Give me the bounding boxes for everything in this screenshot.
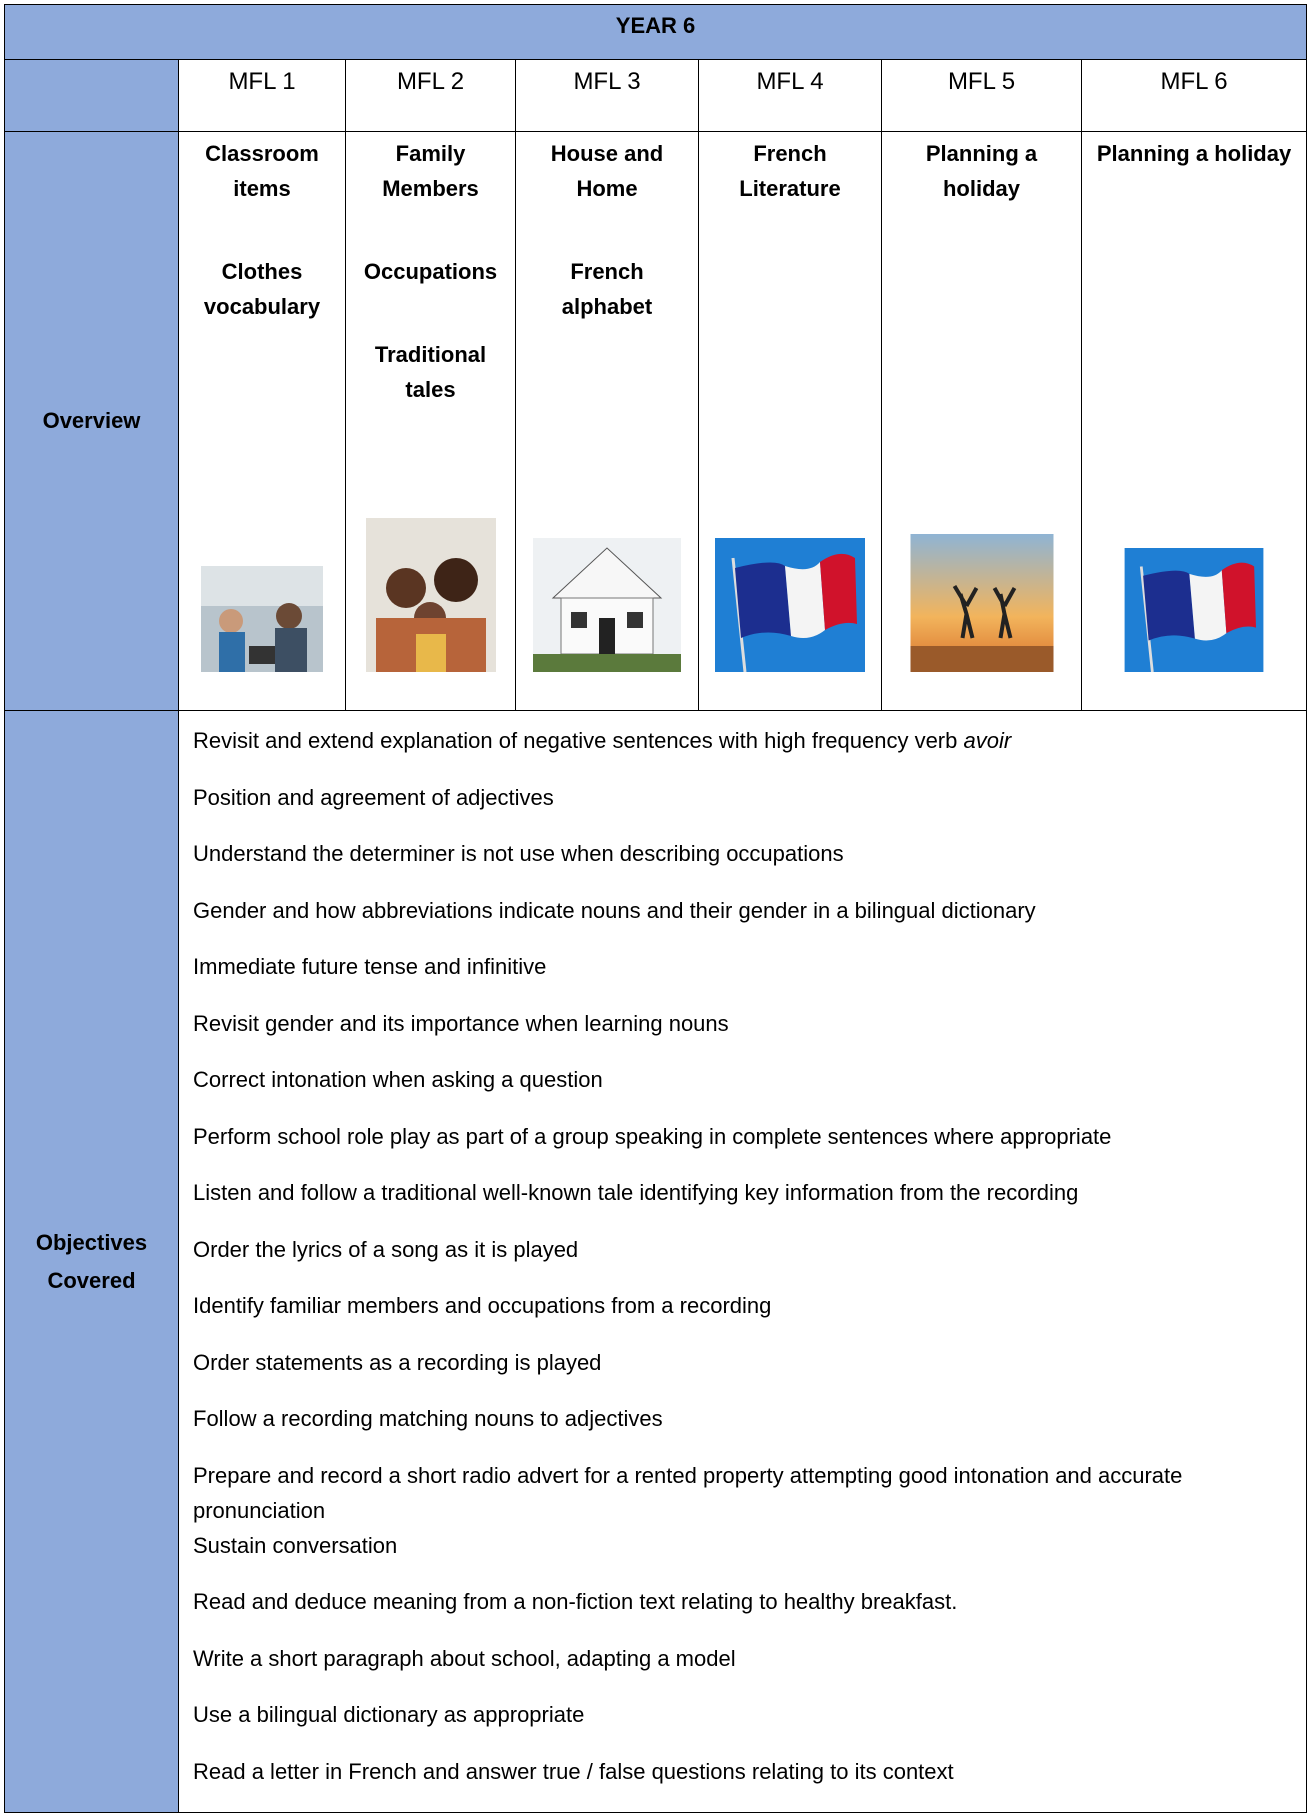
topic: Occupations	[363, 259, 498, 284]
objective: Gender and how abbreviations indicate no…	[193, 893, 1294, 950]
topic: French alphabet	[561, 259, 653, 319]
overview-content: Family Members Occupations Traditional tal…	[346, 132, 515, 710]
objective-text: Sustain conversation	[193, 1532, 398, 1558]
topic: Clothes vocabulary	[203, 259, 321, 319]
topic-image	[533, 538, 681, 678]
objective: Immediate future tense and infinitive	[193, 949, 1294, 1006]
topic: Planning a holiday	[1096, 141, 1292, 166]
objective-text: Revisit gender and its importance when l…	[193, 1010, 729, 1036]
column-header: MFL 3	[515, 59, 699, 132]
column-header: MFL 5	[881, 59, 1082, 132]
column-header: MFL 2	[345, 59, 516, 132]
objective-text: Order the lyrics of a song as it is play…	[193, 1236, 579, 1262]
objective-text: Immediate future tense and infinitive	[193, 954, 547, 979]
topic-image	[910, 534, 1053, 678]
objective: Position and agreement of adjectives	[193, 780, 1294, 837]
objective: Order statements as a recording is playe…	[193, 1345, 1294, 1402]
overview-cell: Classroom items Clothes vocabulary	[178, 131, 346, 711]
objective: Order the lyrics of a song as it is play…	[193, 1232, 1294, 1289]
column-header: MFL 6	[1080, 59, 1308, 132]
overview-cell: Planning a holiday	[1080, 131, 1308, 711]
objective: Write a short paragraph about school, ad…	[193, 1641, 1294, 1698]
objective: Correct intonation when asking a questio…	[193, 1062, 1294, 1119]
row-label: Objectives Covered	[4, 710, 179, 1813]
topic: House and Home	[550, 141, 664, 201]
objective-text: Identify familiar members and occupation…	[193, 1293, 772, 1318]
topic: Classroom items	[205, 141, 319, 201]
overview-cell: Family Members Occupations Traditional tal…	[345, 131, 516, 711]
topic-image	[1115, 548, 1273, 678]
objective-text: Use a bilingual dictionary as appropriat…	[193, 1702, 585, 1727]
objective: Follow a recording matching nouns to adj…	[193, 1401, 1294, 1458]
objective: Read a letter in French and answer true …	[193, 1754, 1294, 1811]
topic: Family Members	[382, 141, 479, 201]
objective-text: Perform school role play as part of a gr…	[193, 1123, 1112, 1149]
objective-text: Gender and how abbreviations indicate no…	[193, 897, 1036, 923]
curriculum-table: YEAR 6 MFL 1 MFL 2 MFL 3 MFL 4 MFL 5 MFL 6 Ov…	[3, 4, 1308, 1813]
overview-content: House and Home French alphabet	[516, 132, 698, 710]
topic-image	[201, 566, 323, 678]
house-photo	[533, 538, 681, 672]
objective: Read and deduce meaning from a non-ficti…	[193, 1584, 1294, 1641]
objective: Understand the determiner is not use whe…	[193, 836, 1294, 893]
topic: French Literature	[739, 141, 841, 201]
holiday-photo	[910, 534, 1053, 672]
objectives-cell: Revisit and extend explanation of negati…	[177, 710, 1308, 1813]
objective: Perform school role play as part of a gr…	[193, 1119, 1294, 1176]
flag-photo	[1124, 548, 1264, 673]
column-header: MFL 1	[178, 59, 346, 132]
topic-image	[715, 538, 865, 678]
overview-content: Planning a holiday	[1082, 132, 1306, 710]
flag-photo	[715, 538, 865, 673]
objective: Revisit and extend explanation of negati…	[193, 723, 1294, 780]
objective-text: Order statements as a recording is playe…	[193, 1349, 602, 1375]
table-title: YEAR 6	[3, 4, 1308, 60]
row-label: Overview	[4, 131, 179, 711]
objective-text: Prepare and record a short radio advert …	[193, 1462, 1183, 1523]
objective-text: Follow a recording matching nouns to adj…	[193, 1406, 663, 1431]
objective: Identify familiar members and occupation…	[193, 1288, 1294, 1345]
objective: Revisit gender and its importance when l…	[193, 1006, 1294, 1063]
objective-text: Read a letter in French and answer true …	[193, 1758, 954, 1784]
overview-cell: French Literature	[698, 131, 882, 711]
family-photo	[365, 518, 496, 672]
objective-text: Read and deduce meaning from a non-ficti…	[193, 1589, 958, 1614]
topic-image	[365, 518, 496, 678]
objective-text: Position and agreement of adjectives	[193, 784, 554, 810]
objective: Listen and follow a traditional well-kno…	[193, 1175, 1294, 1232]
topic: Traditional tales	[374, 342, 487, 402]
objective: Sustain conversation	[193, 1528, 1294, 1585]
overview-content: Planning a holiday	[882, 132, 1081, 710]
objective-text: Correct intonation when asking a questio…	[193, 1067, 603, 1092]
objective: Prepare and record a short radio advert …	[193, 1458, 1294, 1528]
overview-cell: House and Home French alphabet	[515, 131, 699, 711]
objective-text: Write a short paragraph about school, ad…	[193, 1645, 736, 1671]
objective-text: Understand the determiner is not use whe…	[193, 841, 844, 866]
classroom-photo	[201, 566, 323, 672]
objective-text: Listen and follow a traditional well-kno…	[193, 1180, 1079, 1205]
overview-content: French Literature	[699, 132, 881, 710]
objective-emphasis: avoir	[963, 728, 1012, 753]
objective-text: Revisit and extend explanation of negati…	[193, 728, 964, 753]
topic: Planning a holiday	[925, 141, 1038, 201]
overview-cell: Planning a holiday	[881, 131, 1082, 711]
objective: Use a bilingual dictionary as appropriat…	[193, 1697, 1294, 1754]
corner-cell	[4, 59, 179, 132]
overview-content: Classroom items Clothes vocabulary	[179, 132, 345, 710]
column-header: MFL 4	[698, 59, 882, 132]
